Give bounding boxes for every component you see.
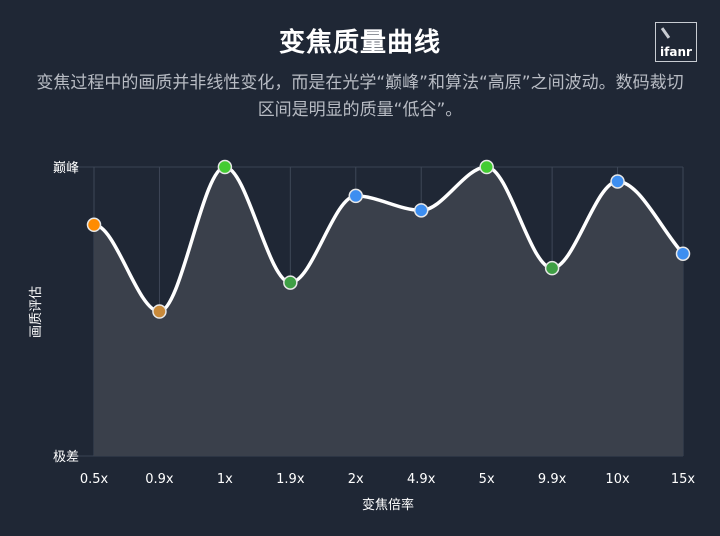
x-tick-label: 5x — [479, 472, 495, 487]
data-point-5x — [479, 159, 494, 175]
chart-title: 变焦质量曲线 — [278, 28, 441, 58]
data-point-15x — [675, 246, 691, 261]
x-tick-label: 9.9x — [538, 472, 567, 487]
x-tick-label: 15x — [671, 472, 696, 487]
x-tick-label: 2x — [348, 472, 364, 487]
data-point-4.9x — [413, 203, 429, 218]
series-line — [93, 165, 685, 314]
x-axis-label: 变焦倍率 — [362, 497, 414, 513]
x-tick-label: 4.9x — [407, 472, 436, 487]
area-fill — [94, 167, 683, 456]
x-tick-label: 1x — [217, 472, 233, 487]
y-tick-top: 巅峰 — [53, 161, 79, 176]
x-tick-label: 10x — [605, 472, 630, 487]
x-tick-label: 0.9x — [145, 472, 174, 487]
chart-subtitle: 变焦过程中的画质并非线性变化，而是在光学“巅峰”和算法“高原”之间波动。数码裁切… — [36, 73, 684, 120]
data-point-10x — [610, 174, 625, 189]
data-point-1x — [217, 159, 233, 175]
data-point-9.9x — [544, 260, 560, 276]
y-tick-bottom: 极差 — [53, 450, 79, 465]
y-axis-label: 画质评估 — [29, 286, 44, 338]
data-point-0.9x — [152, 304, 167, 319]
data-point-0.5x — [86, 217, 102, 233]
x-tick-label: 0.5x — [80, 472, 109, 487]
x-tick-label: 1.9x — [276, 472, 305, 487]
data-point-1.9x — [283, 275, 298, 290]
data-point-2x — [348, 188, 364, 204]
ifanr-logo: ifanr — [655, 22, 697, 62]
